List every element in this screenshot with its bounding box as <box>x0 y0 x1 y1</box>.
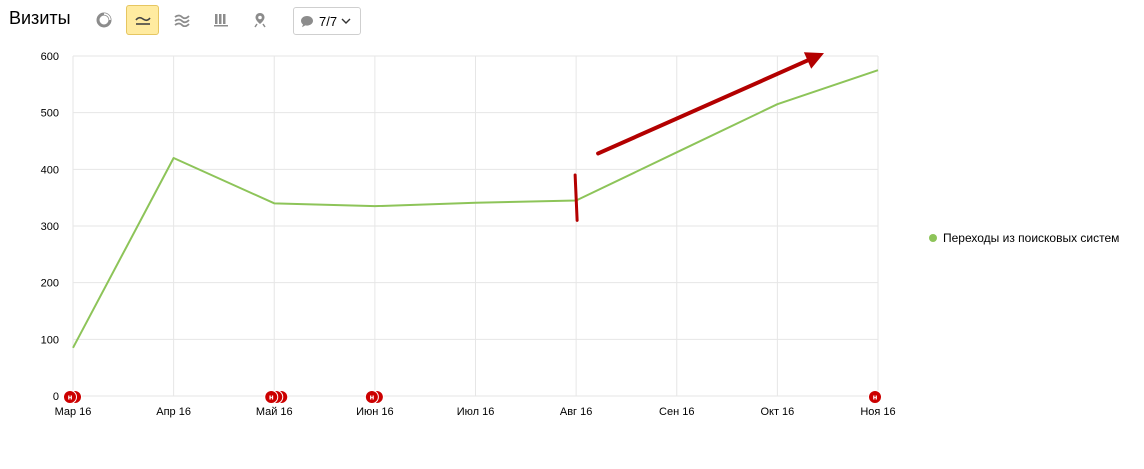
y-tick-label: 600 <box>41 51 59 63</box>
pie-chart-button[interactable] <box>87 5 120 35</box>
area-chart-button[interactable] <box>165 5 198 35</box>
data-point[interactable] <box>170 154 178 162</box>
bar-chart-button[interactable] <box>204 5 237 35</box>
data-point[interactable] <box>874 66 882 74</box>
data-point[interactable] <box>270 199 278 207</box>
annotation-vertical-mark <box>573 173 579 222</box>
notes-filter-dropdown[interactable]: 7/7 <box>293 7 361 35</box>
line-chart: 0 100 200 300 400 500 600 Мар 16 Апр 16 Май 16 Июн… <box>41 51 896 418</box>
series-line[interactable] <box>72 69 879 349</box>
note-marker-letter: н <box>269 394 274 402</box>
annotation-arrow-head <box>803 52 824 69</box>
y-tick-label: 0 <box>53 391 59 403</box>
x-tick-label: Сен 16 <box>659 406 694 418</box>
chart-grid <box>72 55 879 397</box>
note-marker-circle <box>63 390 77 404</box>
x-tick-label: Окт 16 <box>760 406 794 418</box>
note-marker-letter: н <box>369 394 374 402</box>
legend-dot <box>929 234 937 242</box>
note-marker[interactable]: н <box>63 390 82 404</box>
note-marker[interactable]: н <box>868 390 882 404</box>
y-tick-label: 400 <box>41 164 59 176</box>
map-button[interactable] <box>243 5 276 35</box>
data-point[interactable] <box>69 344 77 352</box>
data-point[interactable] <box>472 199 480 207</box>
line-chart-button[interactable] <box>126 5 159 35</box>
map-pin-icon <box>253 13 266 28</box>
note-marker-letter: н <box>68 394 73 402</box>
note-marker-circle <box>868 390 882 404</box>
x-tick-label: Июн 16 <box>356 406 394 418</box>
note-marker-circle <box>364 390 379 404</box>
pie-chart-icon <box>96 12 111 28</box>
y-tick-label: 300 <box>41 221 59 233</box>
y-tick-label: 200 <box>41 278 59 290</box>
y-tick-label: 500 <box>41 108 59 120</box>
area-chart-icon <box>173 14 190 27</box>
data-point[interactable] <box>773 100 781 108</box>
axis-labels: 0 100 200 300 400 500 600 Мар 16 Апр 16 Май 16 Июн… <box>41 51 896 418</box>
x-tick-label: Июл 16 <box>457 406 495 418</box>
notes-filter-label: 7/7 <box>319 13 338 29</box>
bar-chart-icon <box>213 14 228 27</box>
x-tick-label: Авг 16 <box>560 406 592 418</box>
note-marker[interactable]: н <box>264 390 289 404</box>
x-tick-label: Мар 16 <box>55 406 92 418</box>
note-marker-circle <box>264 390 279 404</box>
chart-series <box>69 66 882 352</box>
annotation-arrow-shaft <box>596 58 810 156</box>
legend-item[interactable]: Переходы из поисковых систем <box>929 231 1119 245</box>
chevron-down-icon <box>341 18 351 24</box>
chart-annotations <box>573 52 824 222</box>
note-marker[interactable]: н <box>364 390 384 404</box>
x-tick-label: Апр 16 <box>156 406 191 418</box>
note-marker-letter: н <box>873 394 878 402</box>
x-tick-label: Ноя 16 <box>860 406 895 418</box>
data-point[interactable] <box>673 148 681 156</box>
line-chart-icon <box>134 16 151 25</box>
legend-label: Переходы из поисковых систем <box>943 231 1120 245</box>
chart-toolbar: Визиты <box>0 0 1144 44</box>
speech-bubble-icon <box>301 15 313 27</box>
x-tick-label: Май 16 <box>256 406 293 418</box>
data-point[interactable] <box>371 202 379 210</box>
chart-title: Визиты <box>9 8 71 28</box>
y-tick-label: 100 <box>41 334 59 346</box>
